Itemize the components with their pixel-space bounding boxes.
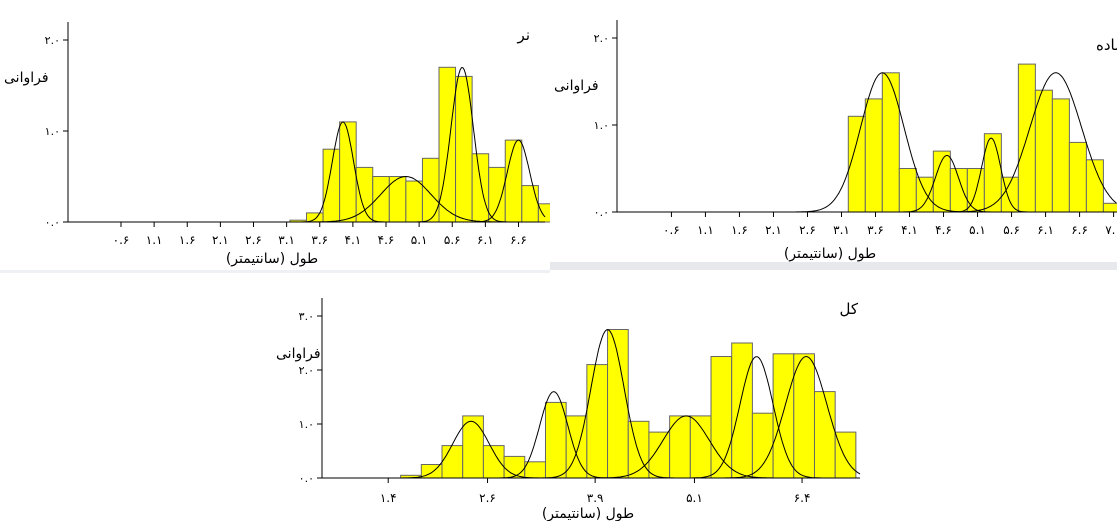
male-x-tick-label: ۵.۱: [411, 233, 428, 247]
female-x-tick-label: ۱.۶: [731, 223, 748, 237]
total-histogram-bar: [524, 461, 546, 479]
total-histogram-bar: [607, 329, 629, 479]
female-y-tick-label: ۱.۰: [594, 119, 609, 132]
male-x-tick-label: ۲.۱: [212, 233, 229, 247]
male-histogram-bar: [372, 176, 390, 223]
male-y-tick-label: ۰.۰: [45, 216, 60, 229]
female-x-tick-label: ۶.۶: [1071, 223, 1088, 237]
total-x-tick-label: ۱.۴: [380, 491, 397, 505]
female-histogram-bar: [898, 168, 917, 213]
male-histogram-bar: [339, 121, 357, 223]
male-histogram-bar: [306, 212, 324, 223]
female-x-tick-label: ۶.۱: [1037, 223, 1054, 237]
male-histogram-bar: [322, 148, 341, 223]
male-x-tick-label: ۳.۶: [311, 233, 328, 247]
total-histogram-bar: [813, 391, 836, 479]
total-histogram-bar: [441, 445, 464, 479]
female-histogram-panel: ماده فراوانی طول (سانتیمتر) ۰.۰ ۱.۰ ۲.۰ ۰.۶…: [550, 0, 1117, 262]
male-histogram-bar: [471, 153, 490, 223]
total-histogram-bar: [710, 356, 733, 479]
male-histogram-chart: نر فراوانی طول (سانتیمتر) ۰.۰ ۱.۰ ۲.۰ ۰.۶ ۱.…: [4, 22, 556, 267]
female-x-tick-label: ۰.۶: [663, 223, 680, 237]
female-histogram-bar: [949, 168, 968, 213]
total-histogram-bar: [544, 401, 567, 479]
total-histogram-bar: [793, 353, 815, 479]
male-histogram-bar: [421, 157, 440, 223]
female-x-tick-label: ۷.۱: [1105, 223, 1117, 237]
male-x-axis-label: طول (سانتیمتر): [226, 251, 318, 267]
total-x-tick-label: ۳.۹: [587, 491, 604, 505]
male-histogram-bar: [521, 185, 539, 223]
male-histogram-bar: [537, 203, 556, 223]
total-y-axis-label: فراوانی: [276, 346, 321, 362]
female-x-tick-label: ۵.۱: [969, 223, 986, 237]
panel-separator: [550, 262, 1117, 270]
total-histogram-bar: [731, 342, 753, 479]
male-histogram-panel: نر فراوانی طول (سانتیمتر) ۰.۰ ۱.۰ ۲.۰ ۰.۶ ۱.…: [0, 0, 556, 270]
female-histogram-bar: [915, 176, 934, 213]
male-x-tick-label: ۱.۶: [179, 233, 196, 247]
male-y-tick-label: ۲.۰: [45, 34, 60, 47]
female-x-tick-label: ۲.۶: [799, 223, 816, 237]
male-x-tick-label: ۱.۱: [146, 233, 163, 247]
male-chart-title: نر: [517, 26, 530, 44]
male-x-tick-label: ۴.۶: [378, 233, 395, 247]
total-histogram-chart: کل فراوانی طول (سانتیمتر) ۰.۰ ۱.۰ ۲.۰ ۳.۰ ۱.…: [276, 298, 861, 522]
total-y-tick-label: ۲.۰: [299, 364, 314, 377]
total-histogram-bar: [462, 415, 484, 479]
total-chart-title: کل: [839, 300, 858, 318]
female-histogram-bar: [1068, 141, 1087, 213]
total-histogram-bar: [751, 412, 774, 479]
total-x-tick-label: ۲.۶: [479, 491, 496, 505]
female-y-axis-label: فراوانی: [554, 78, 599, 94]
male-histogram-bar: [438, 66, 457, 223]
total-histogram-bar: [586, 364, 609, 479]
male-x-tick-label: ۶.۱: [477, 233, 494, 247]
female-histogram-bar: [1051, 98, 1070, 213]
total-y-tick-label: ۱.۰: [299, 418, 314, 431]
female-histogram-chart: ماده فراوانی طول (سانتیمتر) ۰.۰ ۱.۰ ۲.۰ ۰.۶…: [554, 20, 1117, 262]
total-y-tick-label: ۰.۰: [299, 472, 314, 485]
male-x-tick-label: ۶.۶: [510, 233, 527, 247]
total-y-tick-label: ۳.۰: [299, 310, 314, 323]
male-histogram-bar: [405, 180, 423, 223]
total-histogram-bar: [648, 431, 671, 479]
female-x-tick-label: ۳.۱: [833, 223, 850, 237]
female-x-tick-label: ۴.۶: [935, 223, 952, 237]
female-x-axis-label: طول (سانتیمتر): [784, 246, 876, 262]
female-histogram-bar: [881, 72, 900, 213]
male-x-tick-label: ۴.۱: [345, 233, 362, 247]
male-x-tick-label: ۳.۱: [278, 233, 295, 247]
male-histogram-bar: [504, 139, 523, 223]
female-x-tick-label: ۲.۱: [765, 223, 782, 237]
female-x-tick-label: ۴.۱: [901, 223, 918, 237]
total-histogram-bar: [834, 431, 857, 479]
female-x-tick-label: ۱.۱: [697, 223, 714, 237]
female-y-tick-label: ۲.۰: [594, 32, 609, 45]
total-x-axis-label: طول (سانتیمتر): [542, 506, 634, 521]
female-histogram-bar: [864, 98, 883, 213]
male-x-tick-label: ۰.۶: [113, 233, 130, 247]
male-y-tick-label: ۱.۰: [45, 125, 60, 138]
female-x-tick-label: ۵.۶: [1003, 223, 1020, 237]
female-y-tick-label: ۰.۰: [594, 206, 609, 219]
female-histogram-bar: [1102, 202, 1117, 213]
total-histogram-bar: [689, 415, 712, 479]
total-histogram-panel: کل فراوانی طول (سانتیمتر) ۰.۰ ۱.۰ ۲.۰ ۳.۰ ۱.…: [260, 290, 880, 522]
male-histogram-bar: [488, 166, 506, 223]
male-y-axis-label: فراوانی: [4, 70, 49, 86]
female-histogram-bar: [1034, 89, 1053, 213]
total-histogram-bar: [627, 420, 650, 479]
total-histogram-bar: [482, 445, 505, 479]
male-x-tick-label: ۵.۶: [444, 233, 461, 247]
total-x-tick-label: ۶.۴: [794, 491, 811, 505]
female-x-tick-label: ۳.۶: [867, 223, 884, 237]
total-x-tick-label: ۵.۱: [686, 491, 703, 505]
female-chart-title: ماده: [1096, 36, 1117, 54]
male-x-tick-label: ۲.۶: [245, 233, 262, 247]
panel-separator-left: [0, 270, 550, 273]
